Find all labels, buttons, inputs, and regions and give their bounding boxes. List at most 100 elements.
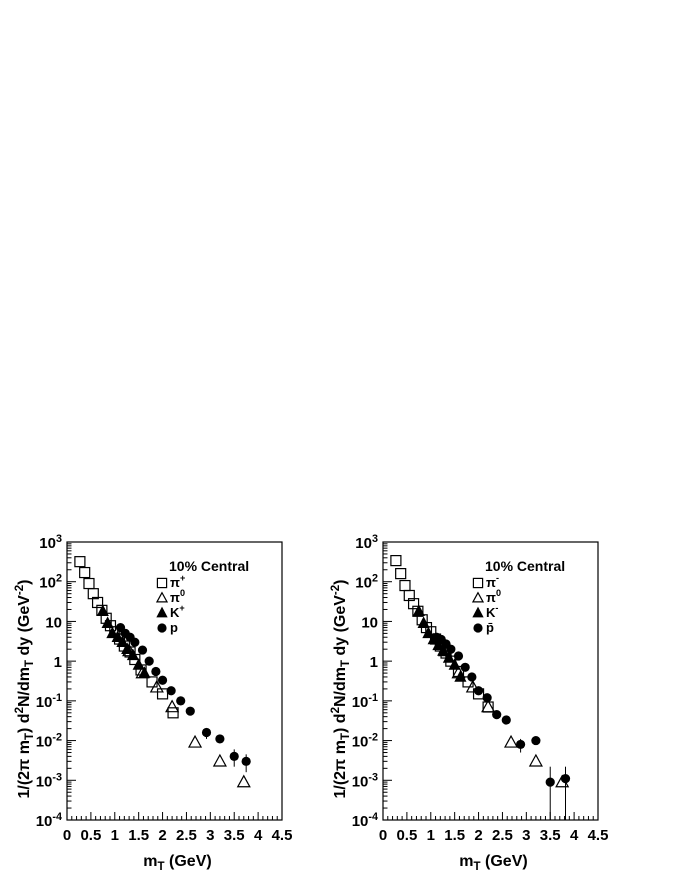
x-tick-label: 2 [474,827,482,844]
data-point [106,626,119,639]
legend-marker [156,606,168,618]
legend-label: K- [486,603,498,620]
data-point [126,648,140,661]
y-tick-label: 102 [355,573,378,592]
y-tick-label: 103 [39,533,62,552]
y-tick-label: 10 [361,614,378,631]
series-4 [431,632,571,787]
data-point [187,734,203,748]
data-point [395,568,407,580]
data-point [146,676,158,688]
data-point [121,642,134,654]
legend-label: π0 [486,588,501,605]
legend-title: 10% Central [169,558,249,574]
legend-title: 10% Central [485,558,565,574]
x-tick-label: 1.5 [128,827,149,844]
x-tick-label: 0.5 [80,827,101,844]
x-tick-label: 4 [254,827,263,844]
data-point [215,734,225,744]
data-point [144,656,154,666]
x-tick-label: 2.5 [176,827,197,844]
data-point [545,777,555,787]
y-tick-label: 10-1 [352,692,378,711]
data-point [442,651,456,663]
x-axis-title: mT (GeV) [143,853,211,873]
series-3 [96,604,151,678]
x-tick-label: 1.5 [444,827,465,844]
y-tick-label: 10 [45,614,62,631]
legend-label: π+ [170,573,185,590]
data-point [156,688,169,700]
x-tick-label: 4.5 [272,827,293,844]
data-point [446,644,456,654]
data-point [412,604,425,617]
data-point [516,739,526,750]
data-point [560,774,571,784]
data-point [185,706,195,716]
data-point [241,756,251,766]
data-point [437,644,450,656]
data-point [83,577,95,590]
data-point [91,596,104,609]
data-point [111,630,124,642]
legend-label: π- [486,573,499,590]
legend-marker [155,591,169,603]
data-point [229,751,239,761]
data-point [236,774,251,788]
data-point [101,616,114,628]
data-point [448,658,461,670]
y-tick-label: 10-4 [36,811,62,830]
data-point [407,598,420,610]
data-point [454,670,467,682]
y-tick-label: 1 [54,654,62,671]
plot-frame [66,541,283,821]
data-point [130,637,140,647]
data-point [137,645,148,655]
data-point [167,707,179,719]
data-point [465,679,480,693]
x-tick-label: 3.5 [224,827,245,844]
y-tick-label: 1 [370,654,378,671]
plot-frame [382,541,599,821]
data-point [149,679,164,693]
y-tick-label: 102 [39,573,62,592]
legend-label: K+ [170,603,185,620]
x-tick-label: 4.5 [588,827,609,844]
data-point [151,666,161,677]
data-point [467,672,477,682]
legend-label: p̄ [486,620,494,635]
data-point [201,727,212,738]
y-tick-label: 10-3 [352,771,378,790]
data-point [132,658,145,670]
data-point [422,626,435,639]
x-tick-label: 0 [379,827,387,844]
y-axis-title: 1/(2π mT) d2N/dmT dy (GeV-2) [330,579,352,798]
y-tick-label: 10-2 [36,732,62,751]
data-point [165,699,180,713]
series-4 [115,622,251,766]
y-tick-label: 10-3 [36,771,62,790]
x-tick-label: 3.5 [540,827,561,844]
data-point [390,555,402,567]
data-point [528,753,543,767]
chart-panel-1: 0 0.5 1 1.5 2 2.5 3 3.5 4 4.5 10-4 10-3 10-2 10-1 1 10 1… [14,533,292,873]
x-tick-label: 2.5 [492,827,513,844]
y-tick-label: 10-2 [352,732,378,751]
data-point [482,693,492,703]
data-point [481,699,496,713]
chart-panel-2: 0 0.5 1 1.5 2 2.5 3 3.5 4 4.5 10-4 10-3 10-2 10-1 1 10 1… [330,533,608,873]
series-3 [412,604,467,682]
data-point [74,556,86,568]
data-point [531,735,541,746]
data-point [492,710,502,720]
data-point [460,662,470,672]
x-tick-label: 3 [206,827,214,844]
x-tick-label: 0.5 [396,827,417,844]
data-point [79,566,91,579]
legend-marker [472,577,484,589]
data-point [403,589,415,602]
data-point [501,715,511,725]
legend-label: p [170,620,178,635]
data-point [453,651,464,661]
x-axis-title: mT (GeV) [459,853,527,873]
